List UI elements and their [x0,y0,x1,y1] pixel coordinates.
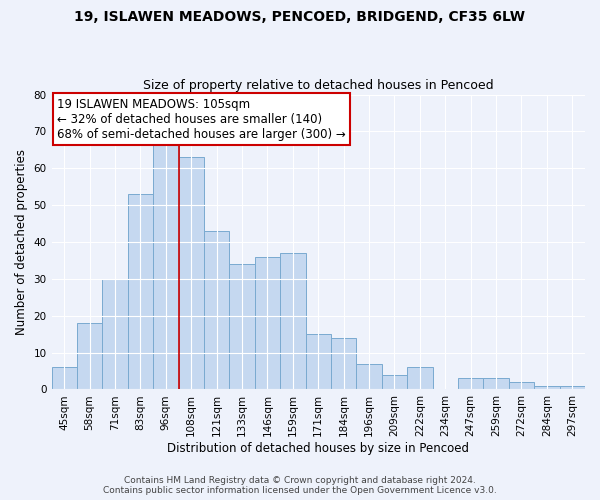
Bar [331,338,356,390]
Bar [382,374,407,390]
Bar [52,368,77,390]
Bar [103,279,128,390]
Bar [407,368,433,390]
Bar [229,264,255,390]
Bar [280,253,305,390]
Bar [534,386,560,390]
Bar [255,257,280,390]
Bar [77,323,103,390]
Bar [128,194,153,390]
Bar [204,231,229,390]
Title: Size of property relative to detached houses in Pencoed: Size of property relative to detached ho… [143,79,494,92]
Bar [305,334,331,390]
X-axis label: Distribution of detached houses by size in Pencoed: Distribution of detached houses by size … [167,442,469,455]
Bar [153,142,179,390]
Y-axis label: Number of detached properties: Number of detached properties [15,149,28,335]
Bar [356,364,382,390]
Bar [509,382,534,390]
Text: 19 ISLAWEN MEADOWS: 105sqm
← 32% of detached houses are smaller (140)
68% of sem: 19 ISLAWEN MEADOWS: 105sqm ← 32% of deta… [57,98,346,140]
Bar [179,157,204,390]
Text: Contains HM Land Registry data © Crown copyright and database right 2024.
Contai: Contains HM Land Registry data © Crown c… [103,476,497,495]
Bar [484,378,509,390]
Text: 19, ISLAWEN MEADOWS, PENCOED, BRIDGEND, CF35 6LW: 19, ISLAWEN MEADOWS, PENCOED, BRIDGEND, … [74,10,526,24]
Bar [560,386,585,390]
Bar [458,378,484,390]
